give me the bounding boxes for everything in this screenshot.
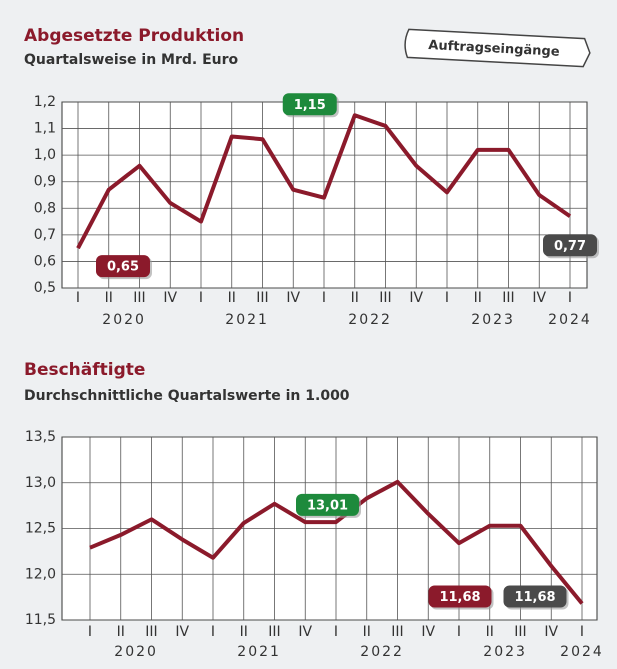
- y-tick-label: 0,8: [34, 200, 56, 216]
- x-tick-label: III: [379, 290, 391, 306]
- x-tick-label: I: [445, 290, 449, 306]
- x-tick-label: II: [105, 290, 113, 306]
- x-tick-label: IV: [532, 290, 546, 306]
- line: [89, 479, 584, 605]
- annotation-label: 1,15: [294, 98, 326, 113]
- x-tick-label: III: [268, 624, 280, 640]
- x-tick-label: III: [133, 290, 145, 306]
- x-tick-label: IV: [544, 624, 558, 640]
- x-tick-label: II: [228, 290, 236, 306]
- button-label[interactable]: Auftragseingänge: [428, 38, 560, 60]
- annotation-box: [96, 255, 150, 278]
- x-tick-label: II: [363, 624, 371, 640]
- x-tick-label: IV: [298, 624, 312, 640]
- y-tick-label: 13,5: [25, 429, 56, 445]
- annotation-label: 11,68: [514, 590, 555, 605]
- button-shape[interactable]: [404, 28, 591, 68]
- y-tick-label: 0,7: [34, 227, 56, 243]
- year-label: 2021: [225, 312, 269, 328]
- x-tick-label: IV: [286, 290, 300, 306]
- y-tick-label: 11,5: [25, 612, 56, 628]
- y-tick-label: 12,0: [25, 566, 56, 582]
- annotation-label: 0,65: [107, 260, 139, 275]
- annotation-box: [503, 585, 567, 608]
- year-label: 2022: [348, 312, 392, 328]
- x-tick-label: III: [391, 624, 403, 640]
- x-tick-label: I: [322, 290, 326, 306]
- x-tick-label: I: [199, 290, 203, 306]
- x-tick-label: IV: [175, 624, 189, 640]
- x-tick-label: II: [351, 290, 359, 306]
- x-tick-label: I: [88, 624, 92, 640]
- annotation-box: [296, 493, 359, 516]
- chart-subtitle: Quartalsweise in Mrd. Euro: [24, 52, 239, 68]
- x-tick-label: III: [514, 624, 526, 640]
- year-label: 2020: [114, 644, 158, 660]
- x-tick-label: III: [145, 624, 157, 640]
- x-tick-label: I: [580, 624, 584, 640]
- y-tick-label: 12,5: [25, 521, 56, 537]
- year-label: 2024: [548, 312, 592, 328]
- x-tick-label: II: [474, 290, 482, 306]
- x-tick-label: IV: [409, 290, 423, 306]
- x-tick-label: I: [334, 624, 338, 640]
- y-tick-label: 13,0: [25, 475, 56, 491]
- annotation-box: [428, 585, 492, 608]
- year-label: 2020: [102, 312, 146, 328]
- annotation-label: 13,01: [307, 498, 348, 513]
- x-tick-label: II: [117, 624, 125, 640]
- y-tick-label: 0,9: [34, 174, 56, 190]
- annotation-box: [543, 234, 597, 257]
- y-tick-label: 0,6: [34, 253, 56, 269]
- year-label: 2023: [471, 312, 515, 328]
- year-label: 2021: [237, 644, 281, 660]
- x-tick-label: III: [502, 290, 514, 306]
- annotation-label: 0,77: [554, 239, 586, 254]
- y-tick-label: 0,5: [34, 280, 56, 296]
- x-tick-label: I: [76, 290, 80, 306]
- x-tick-label: II: [240, 624, 248, 640]
- year-label: 2023: [483, 644, 527, 660]
- annotation-label: 11,68: [439, 590, 480, 605]
- y-tick-label: 1,1: [34, 121, 56, 137]
- x-tick-label: IV: [163, 290, 177, 306]
- line: [76, 113, 572, 250]
- year-label: 2024: [560, 644, 604, 660]
- chart-title: Abgesetzte Produktion: [24, 26, 244, 46]
- x-tick-label: I: [211, 624, 215, 640]
- chart-subtitle: Durchschnittliche Quartalswerte in 1.000: [24, 388, 350, 404]
- button[interactable]: Auftragseingänge: [404, 28, 591, 68]
- x-tick-label: I: [457, 624, 461, 640]
- x-tick-label: III: [256, 290, 268, 306]
- x-tick-label: I: [568, 290, 572, 306]
- x-tick-label: II: [486, 624, 494, 640]
- y-tick-label: 1,0: [34, 147, 56, 163]
- year-label: 2022: [360, 644, 404, 660]
- annotation-box: [282, 93, 337, 116]
- x-tick-label: IV: [421, 624, 435, 640]
- chart-title: Beschäftigte: [24, 360, 145, 380]
- y-tick-label: 1,2: [34, 94, 56, 110]
